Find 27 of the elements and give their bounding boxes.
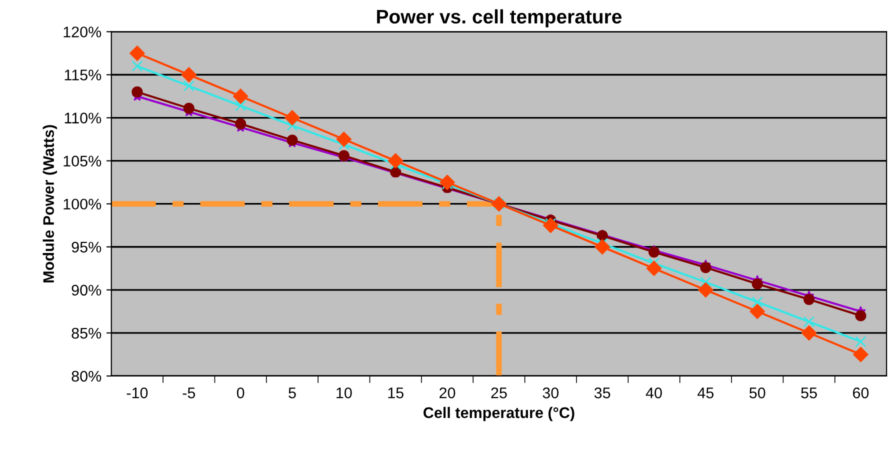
x-tick-label: -10 [126, 388, 148, 398]
y-tick-label: 110% [64, 112, 102, 124]
x-axis-title: Cell temperature (°C) [424, 406, 574, 422]
x-tick-label: 35 [594, 388, 610, 398]
x-tick-label: 50 [749, 388, 766, 398]
x-tick-label: 15 [388, 388, 404, 398]
x-tick-label: 45 [698, 388, 714, 398]
y-tick-label: 120% [64, 26, 102, 38]
y-tick-label: 80% [72, 370, 102, 382]
y-tick-label: 115% [64, 70, 102, 80]
x-tick-label: 40 [646, 388, 662, 398]
y-tick-label: 95% [72, 242, 102, 253]
x-tick-label: 60 [852, 388, 869, 398]
y-axis-title: Module Power (Watts) [42, 125, 58, 282]
chart-title: Power vs. cell temperature [377, 9, 622, 28]
y-tick-label: 100% [64, 198, 102, 210]
x-tick-label: 10 [336, 388, 352, 398]
x-tick-label: -5 [182, 388, 196, 398]
y-tick-label: 85% [72, 328, 102, 339]
x-tick-label: 20 [440, 388, 456, 398]
x-tick-label: 30 [542, 388, 559, 398]
y-tick-label: 105% [64, 156, 102, 166]
y-tick-label: 90% [72, 284, 102, 296]
x-tick-label: 0 [236, 388, 244, 398]
x-tick-label: 55 [801, 388, 817, 398]
x-tick-label: 5 [288, 388, 296, 398]
x-tick-label: 25 [491, 388, 507, 398]
